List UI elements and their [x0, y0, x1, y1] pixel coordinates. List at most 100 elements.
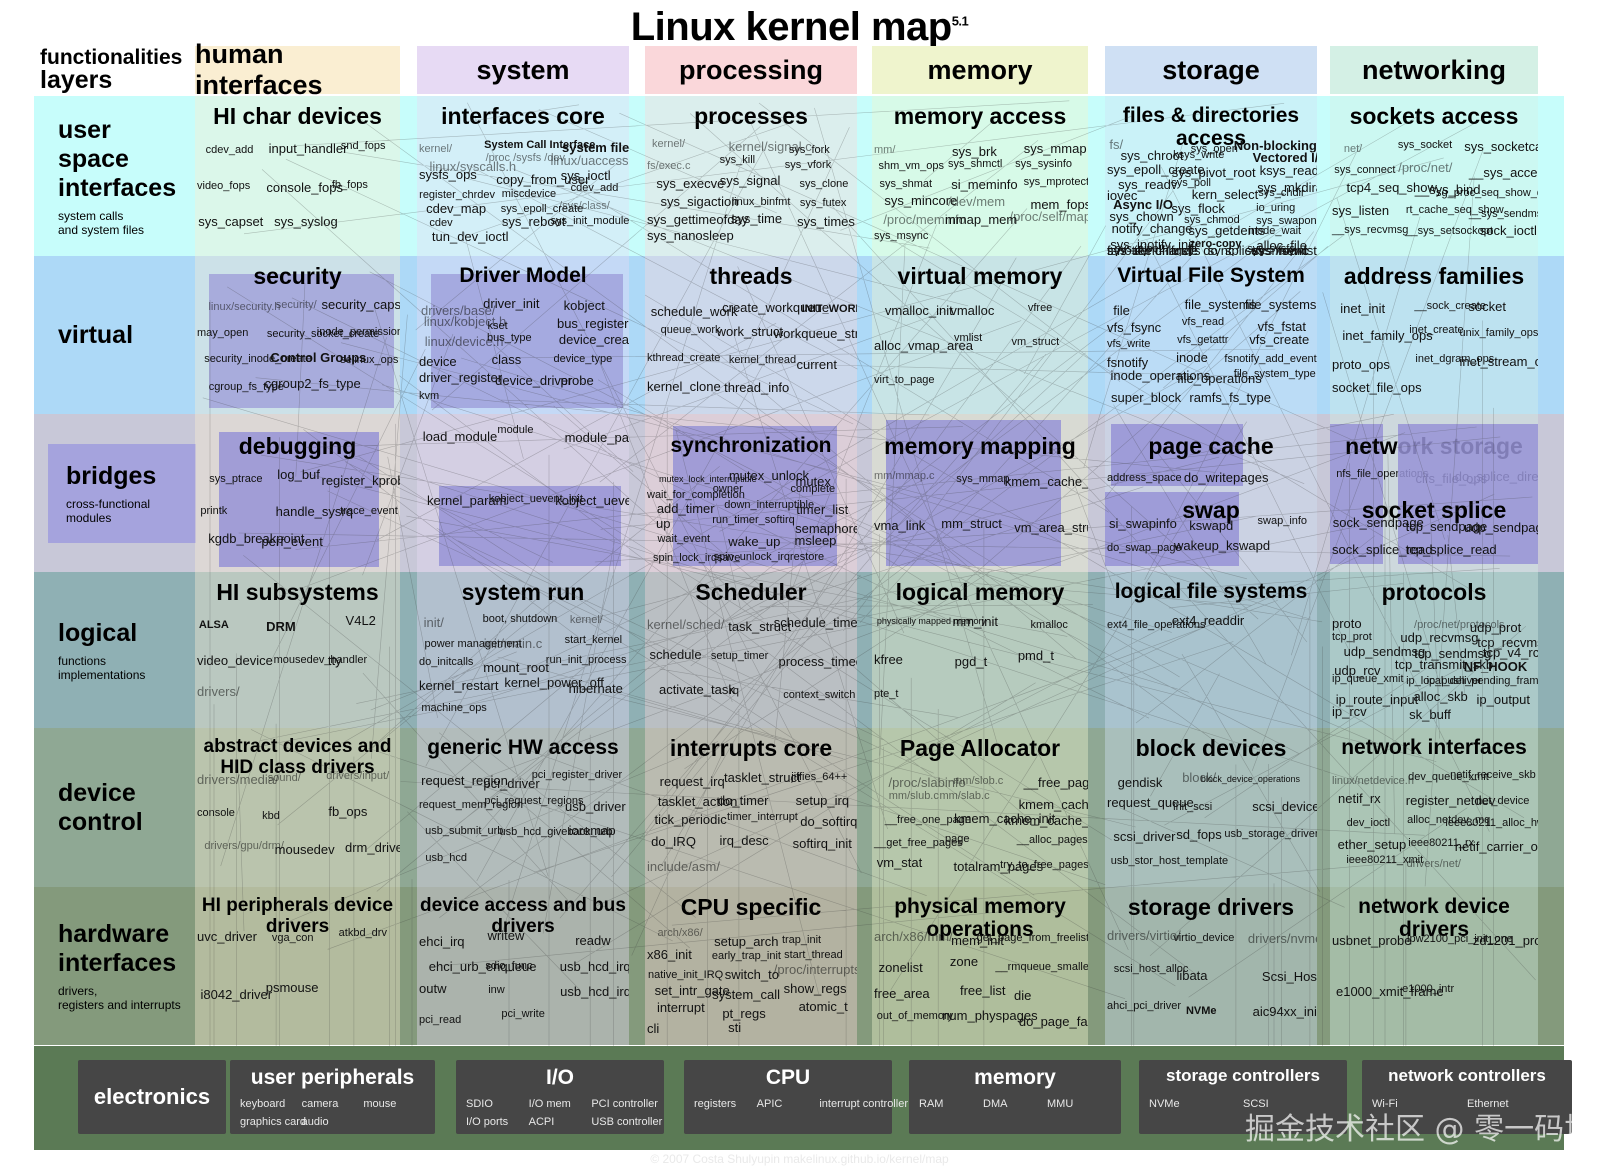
- symbol-token: device_driver: [495, 372, 573, 388]
- symbol-token: kmalloc: [1030, 619, 1068, 632]
- symbol-token: tick_periodic: [654, 812, 727, 828]
- symbol-token: x86_init: [647, 947, 692, 963]
- symbol-token: vmalloc_init: [884, 303, 953, 319]
- column-header-processing: processing: [645, 46, 857, 94]
- cell-title: network device drivers: [1358, 895, 1510, 941]
- symbol-token: alloc_netdev_mq: [1407, 814, 1491, 827]
- symbol-token: sys_epoll_create: [1107, 161, 1205, 177]
- cell-title: Page Allocator: [899, 735, 1061, 761]
- symbol-token: kthread_create: [647, 352, 721, 365]
- cell-title: synchronization: [670, 434, 832, 457]
- electronics-token: Ethernet: [1467, 1098, 1509, 1110]
- symbol-token: usb_hcd_irq: [559, 958, 629, 974]
- symbol-token: pci_register_driver: [531, 769, 623, 782]
- cell-title: memory mapping: [884, 433, 1076, 459]
- symbol-token: linux/device.h: [424, 334, 504, 350]
- symbol-token: __sys_sendmsg: [1468, 208, 1538, 221]
- symbol-token: cdev_map: [426, 200, 487, 216]
- cell-mem-log: logical memory physically mapped memory mm…: [872, 572, 1088, 728]
- symbol-token: start_kernel: [564, 634, 623, 647]
- electronics-token: RAM: [919, 1098, 944, 1110]
- symbol-token: vm_stat: [876, 854, 923, 870]
- symbol-token: zero-copy: [1189, 237, 1242, 250]
- symbol-token: aic94xx_init: [1252, 1003, 1317, 1019]
- symbol-token: semaphore: [795, 520, 857, 536]
- symbol-token: sys_mmap: [1023, 140, 1087, 156]
- symbol-token: bus_register: [556, 316, 629, 332]
- cell-mem-bridge: memory mapping mm/mmap.c sys_mmap kmem_cach…: [872, 414, 1088, 572]
- symbol-token: sys_mmap: [956, 472, 1010, 485]
- symbol-token: video_fops: [197, 179, 251, 192]
- symbol-token: sys_inotify_init: [1110, 237, 1195, 253]
- symbol-token: sys_reboot: [501, 213, 566, 229]
- symbol-token: mousedev_handler: [273, 654, 368, 667]
- symbol-token: interrupt: [656, 999, 705, 1015]
- symbol-token: zonelist: [878, 959, 923, 975]
- symbol-token: proto_ops: [1332, 356, 1390, 372]
- cell-sto-bridge: page cache address_space do_writepages: [1105, 414, 1317, 572]
- symbol-token: usb_hcd: [425, 852, 468, 865]
- symbol-token: schedule_timeout: [773, 614, 857, 630]
- symbol-token: inet_stream_ops: [1459, 353, 1539, 369]
- layer-title: virtual: [58, 320, 134, 349]
- symbol-token: netif_receive_skb: [1450, 769, 1536, 782]
- symbol-token: linux/netdevice.h: [1332, 775, 1414, 788]
- symbol-token: __sys_recvmsg: [1332, 224, 1409, 237]
- symbol-token: free_list: [959, 982, 1006, 998]
- symbol-token: kswapd: [1189, 517, 1234, 533]
- symbol-token: scsi_host_alloc: [1113, 963, 1189, 976]
- symbol-token: wait_event: [657, 532, 711, 545]
- symbol-token: mm/slub.c: [888, 789, 939, 802]
- electronics-token: DMA: [983, 1098, 1008, 1110]
- symbol-token: zd1201_probe: [1472, 933, 1538, 949]
- symbol-token: do_timer: [717, 793, 769, 809]
- symbol-token: sock_splice_read: [1332, 542, 1433, 558]
- symbol-token: block/: [1182, 769, 1217, 785]
- column-header-networking: networking: [1330, 46, 1538, 94]
- symbol-token: console_fops: [266, 179, 344, 195]
- symbol-token: file_operations: [1177, 371, 1262, 387]
- symbol-token: free_area: [874, 986, 930, 1002]
- symbol-token: spin_lock_irqsave: [652, 552, 741, 565]
- cell-title: Virtual File System: [1117, 264, 1305, 287]
- symbol-token: linux/syscalls.h: [429, 158, 517, 174]
- symbol-token: sock_ioctl: [1479, 223, 1537, 239]
- cell-title: virtual memory: [897, 263, 1063, 289]
- symbol-token: set_intr_gate: [654, 982, 730, 998]
- symbol-token: kvm: [419, 389, 440, 402]
- electronics-token: MMU: [1047, 1098, 1074, 1110]
- symbol-token: kbd: [262, 809, 280, 822]
- symbol-token: sys_fork: [788, 143, 830, 156]
- cell-title: HI peripherals device drivers: [201, 895, 394, 937]
- cell-net-hw: network device drivers usbnet_probe ipw210…: [1330, 887, 1538, 1045]
- symbol-token: sys_execve: [656, 175, 725, 191]
- cell-sys-dev: generic HW access request_region pci_drive…: [417, 728, 629, 887]
- symbol-token: load_module: [422, 429, 498, 445]
- symbol-token: address_space: [1107, 471, 1182, 484]
- cell-sys-virt: Driver Model drivers/base/driver_init kobj…: [417, 256, 629, 414]
- symbol-token: mount_root: [483, 660, 549, 676]
- symbol-token: e1000_xmit_frame: [1335, 983, 1444, 999]
- electronics-box-network-controllers: network controllers Wi-Fi Ethernet: [1362, 1060, 1572, 1134]
- column-header-system: system: [417, 46, 629, 94]
- symbol-token: power management: [424, 638, 522, 651]
- symbol-token: file_systems: [1184, 296, 1257, 312]
- symbol-token: sys_brk: [952, 143, 997, 159]
- layer-label-logical: logical functions implementations: [34, 572, 196, 728]
- cell-title: HI subsystems: [216, 579, 379, 605]
- cell-mem-user: memory access mm/sys_brk sys_mmap shm_vm_op…: [872, 96, 1088, 256]
- symbol-token: mm/slob.c: [953, 775, 1004, 788]
- symbol-token: current: [796, 356, 837, 372]
- symbol-token: init_scsi: [1173, 801, 1213, 814]
- symbol-token: request_irq: [659, 774, 725, 790]
- symbol-token: do_IRQ: [651, 834, 696, 849]
- cell-title: physical memory operations: [894, 895, 1066, 941]
- symbol-token: inode_wait: [1248, 225, 1302, 238]
- symbol-token: file_systems: [1244, 296, 1317, 312]
- copyright-notice: © 2007 Costa Shulyupin makelinux.github.…: [650, 1152, 949, 1166]
- symbol-token: ip_queue_xmit: [1332, 672, 1404, 685]
- symbol-token: physically mapped memory: [876, 615, 986, 626]
- electronics-box-title: I/O: [545, 1066, 574, 1089]
- symbol-token: drivers/media/: [197, 771, 279, 787]
- symbol-token: add_timer: [656, 500, 715, 516]
